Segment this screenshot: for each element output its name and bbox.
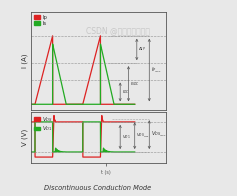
Text: CSDN @爱搞研究的陀灿: CSDN @爱搞研究的陀灿 [87, 26, 150, 35]
Text: $I_{P_{max}}$: $I_{P_{max}}$ [151, 65, 162, 75]
Legend: $V_{DS}$, $V_{D1}$: $V_{DS}$, $V_{D1}$ [33, 114, 54, 134]
Text: $V_{D1}$: $V_{D1}$ [122, 133, 131, 141]
Text: $I_{SDC}$: $I_{SDC}$ [130, 80, 140, 88]
Y-axis label: V (V): V (V) [22, 129, 28, 146]
Text: $V_{DS_{max}}$: $V_{DS_{max}}$ [136, 132, 150, 140]
Text: $V_{DS_{max}}$: $V_{DS_{max}}$ [151, 130, 166, 139]
Text: $I_{DC}$: $I_{DC}$ [122, 88, 129, 96]
Legend: Ip, Is: Ip, Is [33, 14, 48, 26]
Text: Discontinuous Conduction Mode: Discontinuous Conduction Mode [44, 185, 151, 191]
Text: $\Delta I_P$: $\Delta I_P$ [138, 46, 146, 53]
Y-axis label: I (A): I (A) [22, 54, 28, 68]
